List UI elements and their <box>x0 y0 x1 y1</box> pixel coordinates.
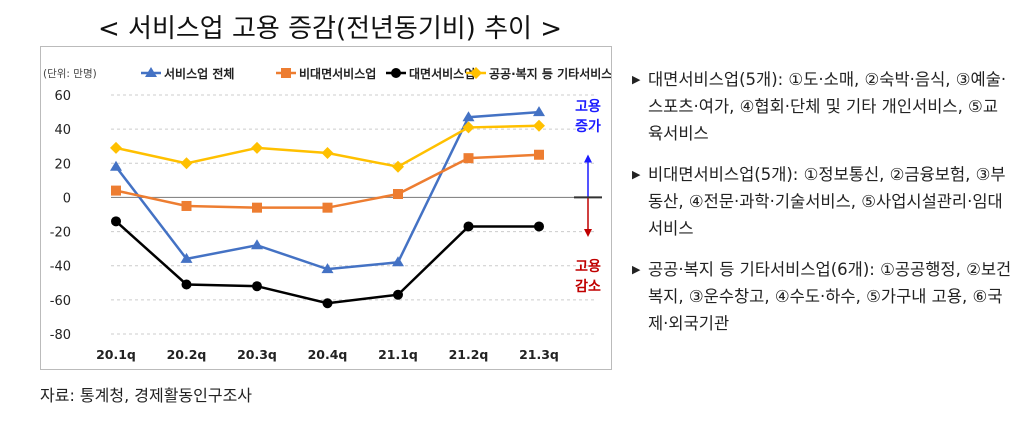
data-point <box>111 185 121 196</box>
y-tick-label: -40 <box>50 260 71 275</box>
data-point <box>393 289 403 300</box>
note-item: ▶ 공공·복지 등 기타서비스업(6개): ①공공행정, ②보건복지, ③운수창고… <box>632 256 1012 337</box>
x-tick-label: 20.1q <box>96 347 136 362</box>
series-line <box>115 124 540 169</box>
data-point <box>470 67 482 79</box>
x-tick-label: 21.3q <box>519 347 559 362</box>
legend-label: 서비스업 전체 <box>164 66 234 81</box>
data-point <box>534 149 544 160</box>
y-tick-label: 40 <box>54 123 71 138</box>
data-point <box>110 141 122 154</box>
data-point <box>251 141 263 154</box>
data-point <box>180 157 193 170</box>
data-point <box>252 281 262 292</box>
bullet-icon: ▶ <box>632 263 641 276</box>
note-text: 공공·복지 등 기타서비스업(6개): ①공공행정, ②보건복지, ③운수창고,… <box>648 260 1012 333</box>
data-point <box>321 263 334 274</box>
data-point <box>391 68 401 78</box>
y-tick-label: 0 <box>63 191 71 206</box>
bullet-icon: ▶ <box>632 73 641 86</box>
data-point <box>181 279 192 290</box>
data-point <box>462 121 475 134</box>
arrow-down-head <box>584 228 592 237</box>
data-point <box>180 252 193 263</box>
bullet-icon: ▶ <box>632 168 641 181</box>
y-tick-label: -80 <box>50 328 71 343</box>
annotation-up: 증가 <box>575 119 601 135</box>
x-tick-label: 21.2q <box>449 347 489 362</box>
legend-label: 공공·복지 등 기타서비스업 <box>489 66 611 81</box>
data-point <box>533 119 545 132</box>
y-tick-label: -20 <box>50 226 71 241</box>
note-item: ▶ 비대면서비스업(5개): ①정보통신, ②금융보험, ③부동산, ④전문·과학… <box>632 161 1012 242</box>
data-point <box>392 256 404 267</box>
data-point <box>281 68 291 78</box>
data-point <box>533 106 545 117</box>
x-tick-label: 21.1q <box>378 347 418 362</box>
x-tick-label: 20.4q <box>308 347 348 362</box>
data-point <box>322 298 333 309</box>
annotation-down: 감소 <box>575 278 601 295</box>
unit-label: (단위: 만명) <box>43 67 97 80</box>
legend-label: 비대면서비스업 <box>299 66 376 81</box>
series-line <box>115 110 540 271</box>
chart-title: < 서비스업 고용 증감(전년동기비) 추이 > <box>98 14 562 44</box>
legend-label: 대면서비스업 <box>409 66 475 81</box>
x-tick-label: 20.2q <box>167 347 207 362</box>
data-point <box>145 67 157 77</box>
data-point <box>181 200 192 211</box>
line-chart: 60 40 20 0 -20 -40 -60 -80 20.1q 20.2q 20.3q 20.4q 2… <box>43 66 611 362</box>
category-notes: ▶ 대면서비스업(5개): ①도·소매, ②숙박·음식, ③예술·스포츠·여가, … <box>632 66 1012 351</box>
data-point <box>252 202 262 213</box>
note-text: 비대면서비스업(5개): ①정보통신, ②금융보험, ③부동산, ④전문·과학·… <box>648 165 1006 238</box>
data-point <box>462 111 475 122</box>
data-point <box>392 160 404 173</box>
note-text: 대면서비스업(5개): ①도·소매, ②숙박·음식, ③예술·스포츠·여가, ④… <box>648 70 1007 143</box>
data-point <box>463 221 474 232</box>
source-note: 자료: 통계청, 경제활동인구조사 <box>40 386 253 405</box>
data-point <box>251 239 263 250</box>
y-tick-label: 20 <box>54 157 71 172</box>
data-point <box>110 160 122 171</box>
y-tick-label: 60 <box>54 89 71 104</box>
arrow-up-head <box>584 154 592 163</box>
note-item: ▶ 대면서비스업(5개): ①도·소매, ②숙박·음식, ③예술·스포츠·여가, … <box>632 66 1012 147</box>
data-point <box>322 202 333 213</box>
y-tick-label: -60 <box>50 294 71 309</box>
chart-area: 60 40 20 0 -20 -40 -60 -80 20.1q 20.2q 20.3q 20.4q 2… <box>40 46 612 370</box>
data-point <box>463 153 474 164</box>
data-point <box>393 189 403 200</box>
data-point <box>321 147 334 160</box>
annotation-up: 고용 <box>575 99 601 115</box>
annotation-down: 고용 <box>575 259 601 275</box>
data-point <box>534 221 544 232</box>
x-tick-label: 20.3q <box>237 347 277 362</box>
series-line <box>115 220 539 305</box>
data-point <box>111 216 121 227</box>
